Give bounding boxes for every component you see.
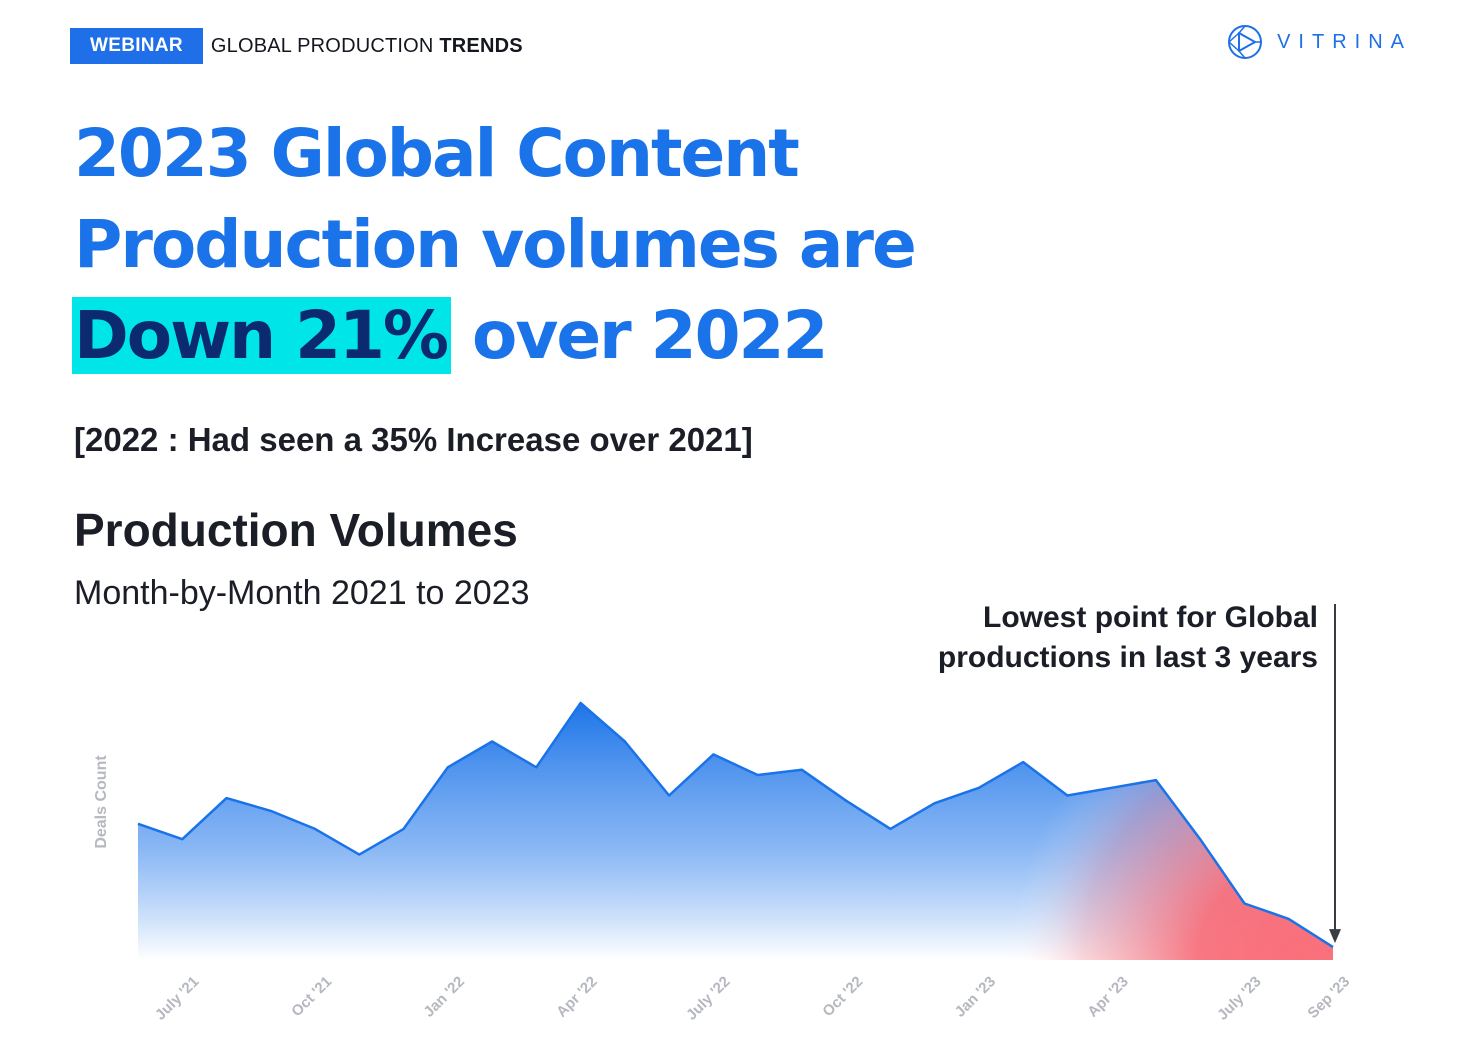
x-tick-label: July '22 bbox=[683, 973, 734, 1024]
annotation-arrow-head bbox=[1329, 929, 1341, 944]
data-point-jun-22 bbox=[668, 794, 670, 796]
data-point-aug-23 bbox=[1288, 918, 1290, 920]
data-point-jun-21 bbox=[137, 823, 139, 825]
plot-area: July '21 Oct '21 Jan '22 Apr '22 July '22 Oct… bbox=[93, 604, 1353, 1024]
data-point-feb-23 bbox=[1022, 761, 1024, 763]
data-point-dec-21 bbox=[402, 828, 404, 830]
data-point-aug-22 bbox=[756, 774, 758, 776]
x-tick-label: Oct '22 bbox=[819, 973, 866, 1020]
decline-highlight bbox=[900, 703, 1333, 960]
x-tick-label: Apr '22 bbox=[553, 973, 601, 1021]
top-bar: WEBINAR GLOBAL PRODUCTION TRENDS bbox=[70, 28, 523, 64]
data-point-oct-22 bbox=[845, 799, 847, 801]
chart-title: Production Volumes bbox=[74, 504, 518, 556]
topic-prefix: GLOBAL PRODUCTION bbox=[210, 34, 434, 57]
x-tick-label: July '21 bbox=[152, 973, 203, 1024]
area-series-line bbox=[137, 701, 1334, 949]
x-tick-label: July '23 bbox=[1214, 973, 1265, 1024]
lowest-point-annotation: Lowest point for Global productions in l… bbox=[898, 598, 1318, 678]
data-point-july-22 bbox=[712, 753, 714, 755]
data-point-july-23 bbox=[1243, 902, 1245, 904]
comparison-note: [2022 : Had seen a 35% Increase over 202… bbox=[74, 421, 753, 458]
webinar-badge: WEBINAR bbox=[70, 28, 203, 64]
data-point-nov-22 bbox=[889, 828, 891, 830]
data-point-feb-22 bbox=[491, 740, 493, 742]
data-point-sep-23 bbox=[1332, 946, 1334, 948]
vitrina-logo: VITRINA bbox=[1225, 20, 1412, 64]
headline-line-3-rest: over 2022 bbox=[472, 297, 828, 374]
headline: 2023 Global Content Production volumes a… bbox=[72, 108, 917, 381]
data-point-apr-23 bbox=[1111, 787, 1113, 789]
data-point-sep-21 bbox=[270, 810, 272, 812]
data-point-dec-22 bbox=[933, 802, 935, 804]
headline-line-1: 2023 Global Content bbox=[74, 115, 800, 192]
chart-subtitle: Month-by-Month 2021 to 2023 bbox=[74, 574, 530, 612]
logo-text: VITRINA bbox=[1277, 30, 1412, 53]
data-point-mar-23 bbox=[1066, 794, 1068, 796]
x-tick-label: Oct '21 bbox=[288, 973, 335, 1020]
x-tick-label: Jan '22 bbox=[420, 973, 468, 1021]
data-point-mar-22 bbox=[535, 766, 537, 768]
data-point-jun-23 bbox=[1199, 838, 1201, 840]
annotation-line-2: productions in last 3 years bbox=[937, 641, 1318, 674]
y-axis-label: Deals Count bbox=[93, 755, 110, 849]
data-point-oct-21 bbox=[314, 828, 316, 830]
data-point-jan-23 bbox=[978, 787, 980, 789]
headline-highlight: Down 21% bbox=[72, 297, 452, 374]
headline-line-2: Production volumes are bbox=[74, 206, 917, 283]
data-point-jan-22 bbox=[447, 766, 449, 768]
topic-bold: TRENDS bbox=[439, 34, 523, 57]
annotation-line-1: Lowest point for Global bbox=[983, 601, 1318, 634]
data-point-july-21 bbox=[181, 838, 183, 840]
data-point-aug-21 bbox=[225, 797, 227, 799]
data-point-sep-22 bbox=[801, 769, 803, 771]
data-point-may-23 bbox=[1155, 779, 1157, 781]
headline-line-3: Down 21% over 2022 bbox=[72, 290, 915, 381]
x-tick-label: Sep '23 bbox=[1304, 973, 1353, 1022]
data-point-nov-21 bbox=[358, 853, 360, 855]
data-point-may-22 bbox=[624, 740, 626, 742]
data-point-apr-22 bbox=[579, 702, 581, 704]
webinar-topic: GLOBAL PRODUCTION TRENDS bbox=[211, 35, 523, 58]
x-tick-label: Jan '23 bbox=[952, 973, 1000, 1021]
vitrina-logo-icon bbox=[1228, 25, 1263, 59]
x-tick-label: Apr '23 bbox=[1084, 973, 1132, 1021]
